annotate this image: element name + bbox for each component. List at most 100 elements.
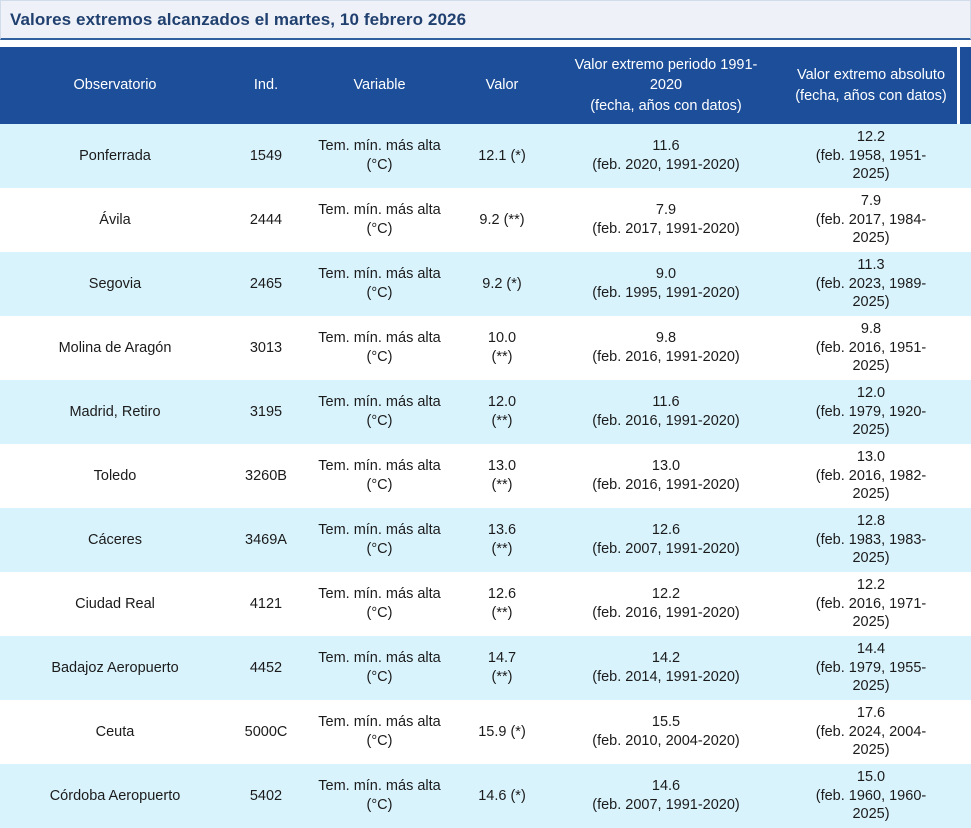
cell-overflow — [957, 188, 971, 252]
cell-overflow — [957, 572, 971, 636]
cell-periodo: 12.6 (feb. 2007, 1991-2020) — [547, 508, 785, 572]
cell-variable: Tem. mín. más alta (°C) — [302, 252, 457, 316]
page-title: Valores extremos alcanzados el martes, 1… — [10, 9, 467, 29]
table-row: Molina de Aragón 3013 Tem. mín. más alta… — [0, 316, 971, 380]
col-header-observatorio: Observatorio — [0, 47, 230, 124]
table-row: Ávila 2444 Tem. mín. más alta (°C) 9.2 (… — [0, 188, 971, 252]
cell-observatorio: Ponferrada — [0, 124, 230, 188]
cell-periodo: 11.6 (feb. 2020, 1991-2020) — [547, 124, 785, 188]
cell-absoluto: 13.0 (feb. 2016, 1982- 2025) — [785, 444, 957, 508]
table-row: Madrid, Retiro 3195 Tem. mín. más alta (… — [0, 380, 971, 444]
table-row: Badajoz Aeropuerto 4452 Tem. mín. más al… — [0, 636, 971, 700]
cell-absoluto: 9.8 (feb. 2016, 1951- 2025) — [785, 316, 957, 380]
cell-absoluto: 15.0 (feb. 1960, 1960- 2025) — [785, 764, 957, 828]
cell-absoluto: 14.4 (feb. 1979, 1955- 2025) — [785, 636, 957, 700]
cell-observatorio: Córdoba Aeropuerto — [0, 764, 230, 828]
cell-ind: 3260B — [230, 444, 302, 508]
cell-observatorio: Ávila — [0, 188, 230, 252]
cell-absoluto: 12.2 (feb. 1958, 1951- 2025) — [785, 124, 957, 188]
cell-valor: 10.0 (**) — [457, 316, 547, 380]
cell-variable: Tem. mín. más alta (°C) — [302, 380, 457, 444]
cell-observatorio: Segovia — [0, 252, 230, 316]
cell-variable: Tem. mín. más alta (°C) — [302, 508, 457, 572]
cell-observatorio: Madrid, Retiro — [0, 380, 230, 444]
col-header-periodo: Valor extremo periodo 1991- 2020 (fecha,… — [547, 47, 785, 124]
col-header-valor: Valor — [457, 47, 547, 124]
extremes-table: Observatorio Ind. Variable Valor Valor e… — [0, 47, 971, 828]
cell-observatorio: Toledo — [0, 444, 230, 508]
cell-valor: 9.2 (*) — [457, 252, 547, 316]
cell-variable: Tem. mín. más alta (°C) — [302, 316, 457, 380]
cell-ind: 2444 — [230, 188, 302, 252]
cell-periodo: 13.0 (feb. 2016, 1991-2020) — [547, 444, 785, 508]
table-row: Ceuta 5000C Tem. mín. más alta (°C) 15.9… — [0, 700, 971, 764]
table-body: Ponferrada 1549 Tem. mín. más alta (°C) … — [0, 124, 971, 828]
cell-variable: Tem. mín. más alta (°C) — [302, 572, 457, 636]
cell-ind: 5000C — [230, 700, 302, 764]
table-wrap: Observatorio Ind. Variable Valor Valor e… — [0, 47, 971, 828]
cell-variable: Tem. mín. más alta (°C) — [302, 700, 457, 764]
cell-periodo: 9.0 (feb. 1995, 1991-2020) — [547, 252, 785, 316]
table-header: Observatorio Ind. Variable Valor Valor e… — [0, 47, 971, 124]
cell-ind: 5402 — [230, 764, 302, 828]
cell-periodo: 14.6 (feb. 2007, 1991-2020) — [547, 764, 785, 828]
cell-absoluto: 17.6 (feb. 2024, 2004- 2025) — [785, 700, 957, 764]
cell-valor: 15.9 (*) — [457, 700, 547, 764]
cell-valor: 12.1 (*) — [457, 124, 547, 188]
cell-ind: 2465 — [230, 252, 302, 316]
cell-observatorio: Molina de Aragón — [0, 316, 230, 380]
cell-ind: 3013 — [230, 316, 302, 380]
title-bar: Valores extremos alcanzados el martes, 1… — [0, 0, 971, 40]
cell-overflow — [957, 444, 971, 508]
table-row: Córdoba Aeropuerto 5402 Tem. mín. más al… — [0, 764, 971, 828]
cell-overflow — [957, 252, 971, 316]
cell-overflow — [957, 508, 971, 572]
col-header-absoluto: Valor extremo absoluto (fecha, años con … — [785, 47, 957, 124]
cell-overflow — [957, 700, 971, 764]
cell-periodo: 15.5 (feb. 2010, 2004-2020) — [547, 700, 785, 764]
cell-periodo: 9.8 (feb. 2016, 1991-2020) — [547, 316, 785, 380]
cell-overflow — [957, 636, 971, 700]
col-header-ind: Ind. — [230, 47, 302, 124]
cell-periodo: 11.6 (feb. 2016, 1991-2020) — [547, 380, 785, 444]
cell-variable: Tem. mín. más alta (°C) — [302, 764, 457, 828]
cell-ind: 4121 — [230, 572, 302, 636]
cell-valor: 12.0 (**) — [457, 380, 547, 444]
col-header-overflow — [957, 47, 971, 124]
cell-periodo: 14.2 (feb. 2014, 1991-2020) — [547, 636, 785, 700]
table-row: Ciudad Real 4121 Tem. mín. más alta (°C)… — [0, 572, 971, 636]
cell-absoluto: 12.2 (feb. 2016, 1971- 2025) — [785, 572, 957, 636]
cell-variable: Tem. mín. más alta (°C) — [302, 188, 457, 252]
cell-valor: 13.6 (**) — [457, 508, 547, 572]
cell-valor: 12.6 (**) — [457, 572, 547, 636]
cell-periodo: 12.2 (feb. 2016, 1991-2020) — [547, 572, 785, 636]
cell-observatorio: Ciudad Real — [0, 572, 230, 636]
cell-valor: 14.6 (*) — [457, 764, 547, 828]
col-header-variable: Variable — [302, 47, 457, 124]
cell-observatorio: Cáceres — [0, 508, 230, 572]
cell-observatorio: Badajoz Aeropuerto — [0, 636, 230, 700]
cell-absoluto: 12.8 (feb. 1983, 1983- 2025) — [785, 508, 957, 572]
table-row: Segovia 2465 Tem. mín. más alta (°C) 9.2… — [0, 252, 971, 316]
cell-periodo: 7.9 (feb. 2017, 1991-2020) — [547, 188, 785, 252]
table-row: Cáceres 3469A Tem. mín. más alta (°C) 13… — [0, 508, 971, 572]
cell-ind: 3469A — [230, 508, 302, 572]
cell-overflow — [957, 380, 971, 444]
table-row: Toledo 3260B Tem. mín. más alta (°C) 13.… — [0, 444, 971, 508]
cell-absoluto: 12.0 (feb. 1979, 1920- 2025) — [785, 380, 957, 444]
cell-absoluto: 11.3 (feb. 2023, 1989- 2025) — [785, 252, 957, 316]
cell-variable: Tem. mín. más alta (°C) — [302, 444, 457, 508]
cell-ind: 1549 — [230, 124, 302, 188]
cell-valor: 9.2 (**) — [457, 188, 547, 252]
cell-overflow — [957, 764, 971, 828]
header-row: Observatorio Ind. Variable Valor Valor e… — [0, 47, 971, 124]
cell-valor: 13.0 (**) — [457, 444, 547, 508]
cell-observatorio: Ceuta — [0, 700, 230, 764]
cell-variable: Tem. mín. más alta (°C) — [302, 124, 457, 188]
cell-ind: 4452 — [230, 636, 302, 700]
cell-overflow — [957, 124, 971, 188]
cell-overflow — [957, 316, 971, 380]
cell-variable: Tem. mín. más alta (°C) — [302, 636, 457, 700]
cell-absoluto: 7.9 (feb. 2017, 1984- 2025) — [785, 188, 957, 252]
